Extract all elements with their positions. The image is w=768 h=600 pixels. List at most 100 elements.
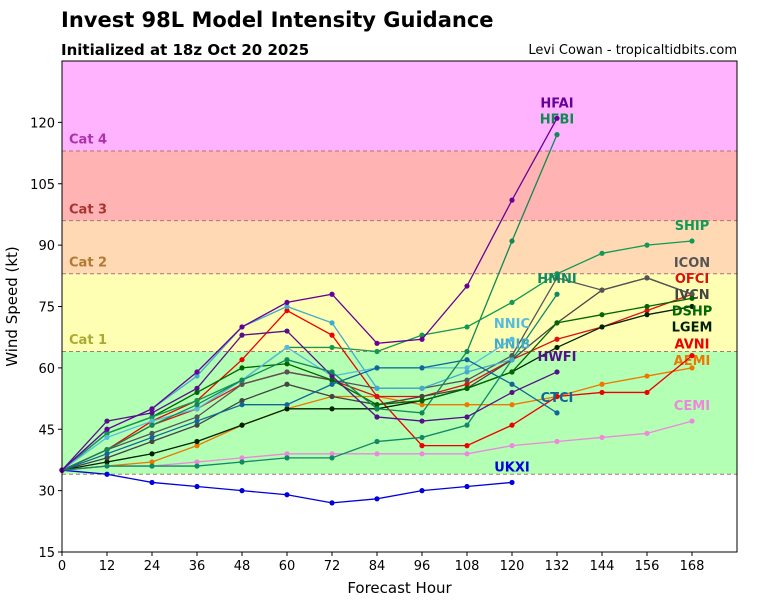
data-point-hfai [194,369,200,375]
data-point-hmni [194,463,200,469]
y-tick-label: 120 [30,116,55,131]
data-point-dshp [329,377,335,383]
x-tick-label: 72 [324,559,341,574]
x-tick-label: 132 [545,559,570,574]
x-tick-label: 168 [680,559,705,574]
data-point-dshp [284,361,290,367]
data-point-hfai [329,291,335,297]
data-point-ship [374,348,380,355]
data-point-cemi [464,451,470,457]
x-axis-label: Forecast Hour [347,579,452,597]
data-point-hfbi [329,369,335,375]
data-point-cemi [239,455,245,461]
data-point-nnic [509,336,515,342]
category-band [62,61,737,152]
data-point-hmni [149,463,155,469]
data-point-hmni [284,455,290,461]
data-point-ukxi [239,488,245,494]
data-point-ctci [239,402,245,408]
series-line-hfbi [61,134,558,471]
data-point-hfbi [464,348,470,355]
data-point-hfai [374,340,380,346]
data-point-ofci [554,336,560,342]
category-band [62,151,737,221]
data-point-hfbi [419,410,425,416]
data-point-nnib [194,373,200,379]
data-point-avni [419,443,425,449]
data-point-hwfi [239,332,245,338]
series-label-hfai: HFAI [540,96,573,111]
data-point-ctci [554,410,560,416]
data-point-cemi [284,451,290,457]
data-point-ukxi [419,488,425,494]
data-point-ship [689,238,695,244]
data-point-icon [554,275,560,281]
data-point-nnib [509,357,515,363]
data-point-hfbi [554,132,560,138]
data-point-cemi [644,430,650,436]
data-point-avni [239,357,245,363]
data-point-ship [644,242,650,248]
data-point-hmni [374,438,380,445]
x-tick-label: 12 [99,559,116,574]
data-point-icon [194,414,200,420]
x-tick-label: 84 [369,559,386,574]
y-tick-label: 75 [38,301,55,316]
x-tick-label: 0 [58,559,66,574]
category-band [62,273,737,352]
category-label: Cat 2 [69,255,107,270]
series-label-icon: ICON [674,256,710,271]
x-tick-label: 24 [144,559,161,574]
series-label-hwfi: HWFI [538,350,577,365]
y-tick-label: 30 [38,485,55,500]
data-point-hfbi [374,406,380,412]
data-point-ctci [329,381,335,387]
x-tick-label: 144 [590,559,615,574]
data-point-ship [554,271,560,277]
data-point-lgem [149,451,155,457]
data-point-hfai [464,283,470,289]
data-point-ivcn [104,455,110,461]
data-point-aemi [599,381,605,387]
y-tick-label: 90 [38,239,55,254]
data-point-cemi [374,451,380,457]
data-point-hfbi [509,238,515,244]
y-tick-label: 15 [38,546,55,561]
series-label-avni: AVNI [675,338,710,353]
x-tick-label: 120 [500,559,525,574]
data-point-lgem [689,303,695,310]
data-point-dshp [599,312,605,318]
data-point-nnic [149,418,155,424]
data-point-icon [464,377,470,383]
data-point-cemi [509,443,515,449]
data-point-nnib [374,385,380,391]
data-point-lgem [284,406,290,412]
data-point-avni [599,389,605,396]
data-point-aemi [419,402,425,408]
data-point-icon [689,291,695,297]
data-point-ship [419,332,425,338]
data-point-avni [329,332,335,338]
data-point-hfai [419,336,425,342]
data-point-nnib [419,385,425,391]
data-point-ctci [509,381,515,387]
data-point-ctci [464,357,470,363]
data-point-ivcn [239,398,245,404]
data-point-dshp [689,295,695,301]
data-point-hmni [239,459,245,465]
data-point-cemi [554,438,560,445]
data-point-hwfi [284,328,290,334]
data-point-dshp [239,365,245,371]
data-point-ship [194,398,200,404]
data-point-aemi [689,365,695,371]
data-point-hfai [149,406,155,412]
data-point-hwfi [554,369,560,375]
data-point-ukxi [374,496,380,502]
data-point-aemi [194,443,200,449]
data-point-avni [509,422,515,428]
data-point-ctci [149,434,155,441]
data-point-dshp [464,385,470,391]
data-point-ukxi [194,483,200,490]
data-point-lgem [104,459,110,465]
chart-subtitle: Initialized at 18z Oct 20 2025 [61,41,310,59]
